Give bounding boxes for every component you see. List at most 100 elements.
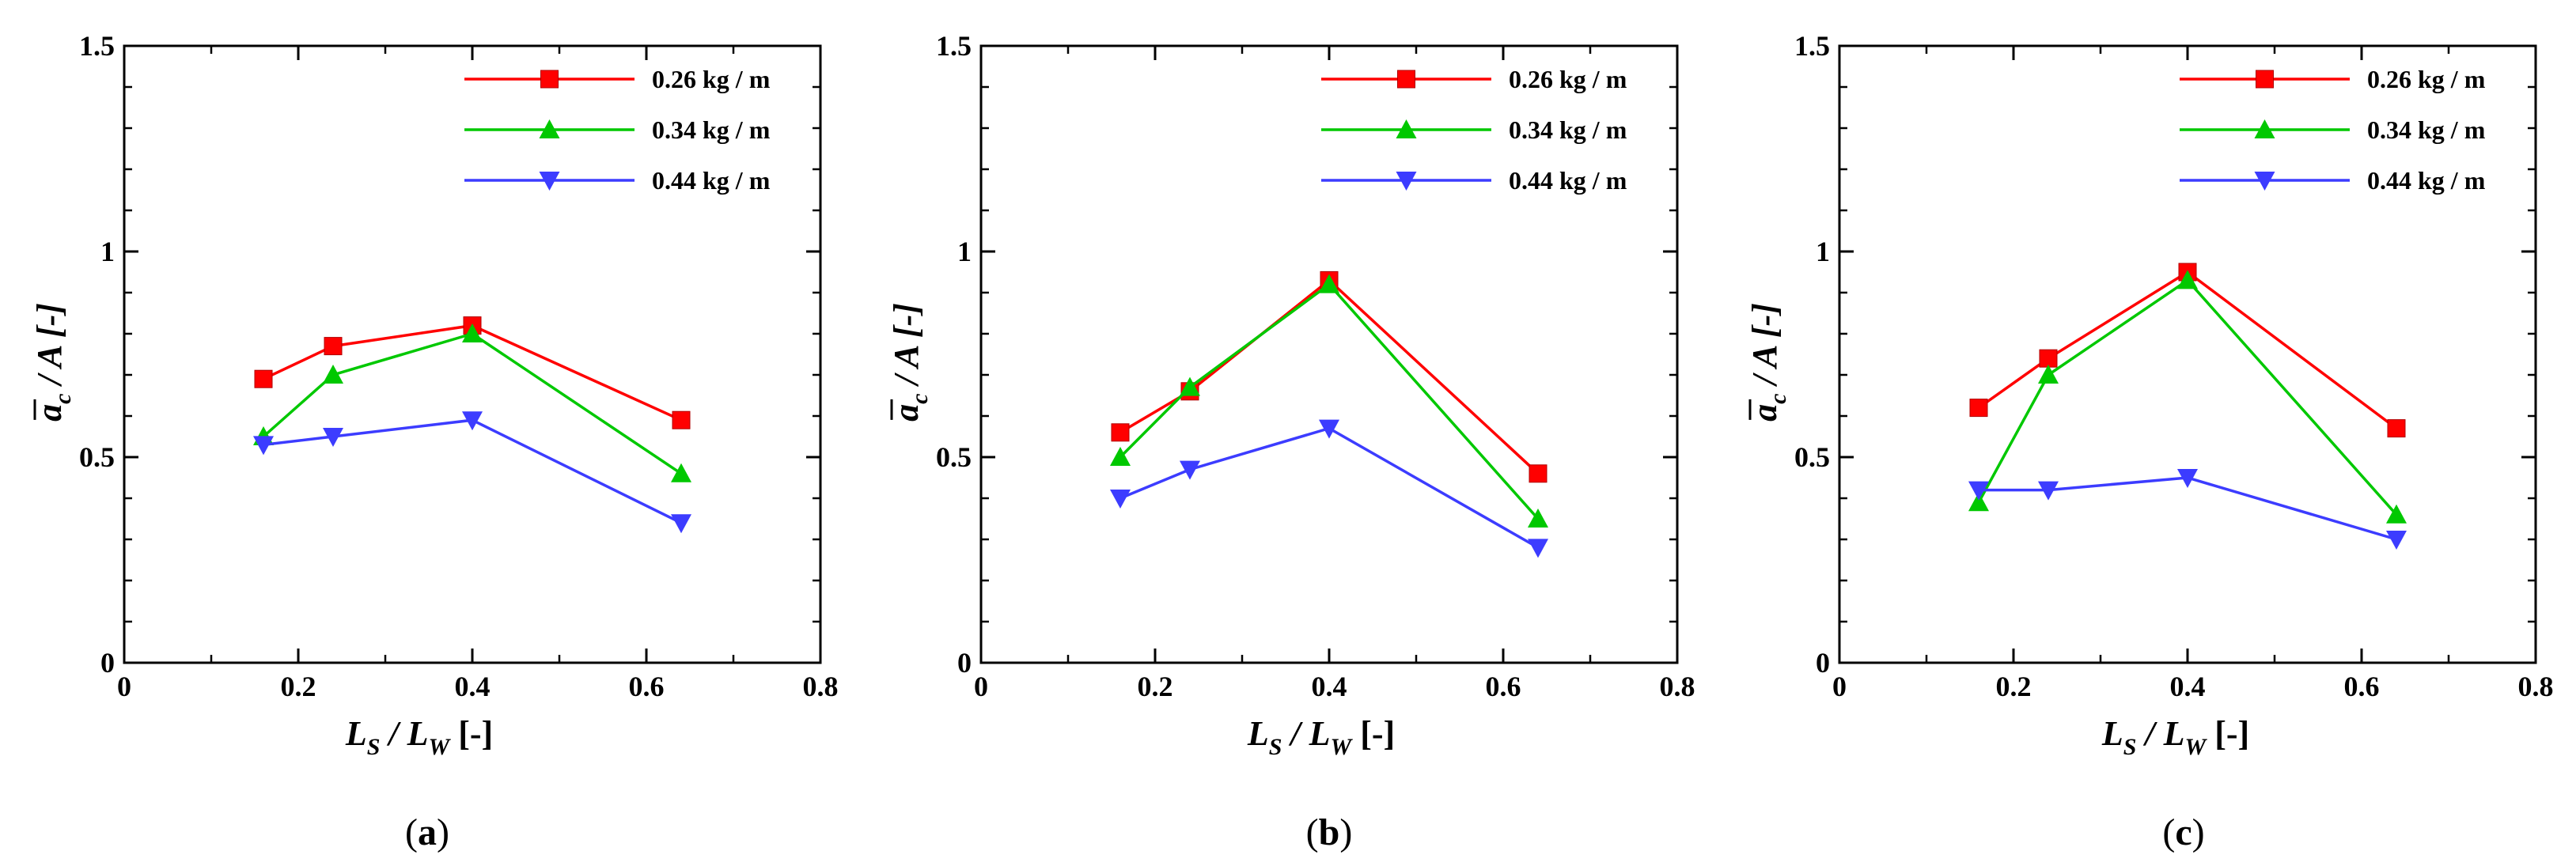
data-point [671,463,691,482]
y-tick-label: 1 [100,236,115,267]
data-point [1180,460,1200,480]
panel-label: (a) [405,811,449,853]
series-line [263,323,682,422]
legend-label: 0.44 kg / m [2367,166,2486,195]
data-point [2038,365,2059,384]
x-axis-label: LS / LW [-] [345,714,493,760]
series-line [1119,278,1540,475]
data-point [2039,349,2058,368]
panel-label: (c) [2162,811,2204,853]
data-point [253,436,274,456]
data-point [672,410,691,429]
chart-panel-b: 0 0.2 0.4 0.6 0.8 0 0.5 1 1.5 LS / LW [-] ac / A [… [887,30,1695,853]
series-line [1977,278,2398,516]
x-tick-label: 0 [1832,671,1847,702]
data-point [1528,509,1548,528]
legend-label: 0.44 kg / m [1509,166,1627,195]
data-point [323,365,343,384]
series-line [1977,270,2398,430]
data-point [1528,539,1548,558]
legend-marker [539,119,560,138]
data-point [2038,481,2059,501]
data-point [2386,504,2407,524]
data-point [1319,274,1339,293]
series-line [263,418,682,524]
chart-panel-c: 0 0.2 0.4 0.6 0.8 0 0.5 1 1.5 LS / LW [-] ac / A [… [1745,30,2554,853]
y-tick-label: 1.5 [936,30,972,62]
series-1: 0.34 kg / m [1968,115,2486,524]
legend-marker [1396,119,1417,138]
legend-label: 0.34 kg / m [2367,115,2486,144]
y-tick-label: 0 [100,647,115,679]
series-2: 0.44 kg / m [1968,166,2486,550]
legend-marker [539,172,560,191]
data-point [2386,531,2407,550]
data-point [1969,399,1988,418]
x-tick-label: 0.4 [1312,671,1347,702]
x-tick-label: 0.6 [629,671,665,702]
y-axis-label: ac / A [-] [1745,303,1791,422]
data-point [1180,376,1200,396]
x-tick-label: 0.2 [281,671,316,702]
data-point [1529,464,1547,483]
x-axis-label: LS / LW [-] [2101,714,2249,760]
x-tick-label: 0.6 [1486,671,1521,702]
x-tick-label: 0.8 [1660,671,1695,702]
x-tick-label: 0.8 [803,671,839,702]
y-tick-label: 0 [957,647,972,679]
x-tick-label: 0.6 [2344,671,2380,702]
series-line [1119,282,1540,520]
panel-label: (b) [1306,811,1353,853]
y-tick-label: 1 [957,236,972,267]
data-point [462,323,483,342]
data-point [1111,423,1130,442]
legend-marker [2254,119,2275,138]
data-point [462,411,483,431]
legend-marker [540,70,559,89]
data-point [324,337,343,356]
series-line [1979,476,2397,541]
series-line [1119,426,1539,549]
legend-marker [2254,172,2275,191]
y-axis-label: ac / A [-] [30,303,76,422]
x-tick-label: 0.2 [1138,671,1173,702]
x-tick-label: 0.2 [1996,671,2032,702]
series-1: 0.34 kg / m [1110,115,1627,528]
legend-marker [2256,70,2274,89]
y-tick-label: 1.5 [79,30,115,62]
chart-panel-a: 0 0.2 0.4 0.6 0.8 0 0.5 1 1.5 LS / LW [-] ac / A [… [30,30,839,853]
legend-label: 0.26 kg / m [652,65,771,93]
legend-label: 0.26 kg / m [1509,65,1627,93]
x-tick-label: 0 [117,671,131,702]
series-2: 0.44 kg / m [253,166,771,534]
data-point [1968,492,1989,512]
data-point [1110,490,1131,509]
series-0: 0.26 kg / m [1969,65,2486,438]
legend-label: 0.26 kg / m [2367,65,2486,93]
y-tick-label: 0.5 [79,441,115,473]
series-1: 0.34 kg / m [253,115,771,482]
legend-label: 0.34 kg / m [1509,115,1627,144]
legend-label: 0.34 kg / m [652,115,771,144]
y-tick-label: 0.5 [936,441,972,473]
data-point [1319,419,1339,439]
legend-label: 0.44 kg / m [652,166,771,195]
x-tick-label: 0.4 [455,671,491,702]
y-axis-label: ac / A [-] [887,303,933,422]
series-2: 0.44 kg / m [1110,166,1627,558]
data-point [1968,481,1989,501]
y-tick-label: 1.5 [1794,30,1830,62]
data-point [1110,447,1131,466]
data-point [323,428,343,447]
series-line [262,332,682,475]
y-tick-label: 0.5 [1794,441,1830,473]
x-tick-label: 0.8 [2518,671,2554,702]
x-axis-label: LS / LW [-] [1247,714,1395,760]
y-tick-label: 1 [1816,236,1830,267]
y-tick-label: 0 [1816,647,1830,679]
data-point [2387,419,2406,438]
data-point [254,369,273,388]
data-point [2177,469,2198,488]
x-tick-label: 0 [974,671,988,702]
